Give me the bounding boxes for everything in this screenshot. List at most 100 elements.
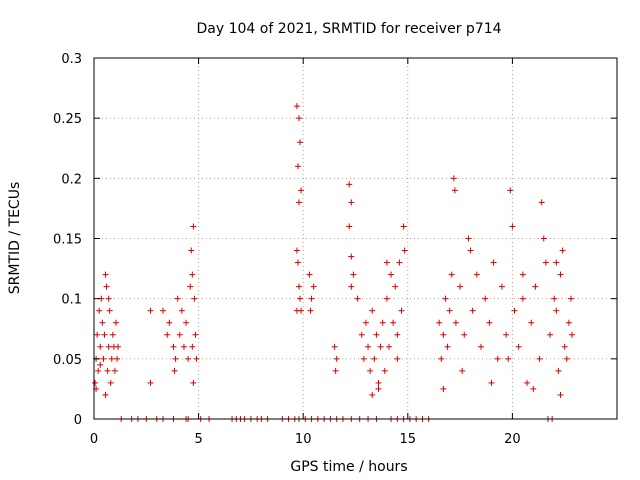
data-point	[507, 187, 514, 194]
data-point	[102, 271, 109, 278]
data-point	[147, 379, 154, 386]
data-point	[371, 355, 378, 362]
x-tick-label: 15	[400, 432, 417, 447]
data-point	[438, 355, 445, 362]
data-point	[96, 307, 103, 314]
data-point	[369, 391, 376, 398]
y-axis-label: SRMTID / TECUs	[7, 182, 23, 295]
data-point	[190, 379, 197, 386]
data-point	[180, 343, 187, 350]
data-point	[97, 361, 104, 368]
data-points	[92, 103, 576, 422]
y-tick-label: 0.1	[61, 293, 82, 308]
x-axis-label: GPS time / hours	[290, 459, 407, 475]
data-point	[160, 307, 167, 314]
data-point	[92, 379, 99, 386]
data-point	[369, 307, 376, 314]
data-point	[400, 223, 407, 230]
chart-title: Day 104 of 2021, SRMTID for receiver p71…	[196, 21, 501, 37]
data-point	[104, 367, 111, 374]
data-point	[561, 343, 568, 350]
x-tick-label: 10	[295, 432, 312, 447]
data-point	[563, 355, 570, 362]
data-point	[519, 295, 526, 302]
data-point	[354, 295, 361, 302]
data-point	[294, 259, 301, 266]
data-point	[536, 355, 543, 362]
data-point	[108, 355, 115, 362]
data-point	[106, 307, 113, 314]
axis-ticks	[93, 57, 617, 420]
data-point	[111, 367, 118, 374]
data-point	[457, 283, 464, 290]
data-point	[503, 331, 510, 338]
data-point	[348, 283, 355, 290]
data-point	[190, 223, 197, 230]
data-point	[331, 343, 338, 350]
data-point	[547, 331, 554, 338]
data-point	[388, 271, 395, 278]
data-point	[166, 319, 173, 326]
data-point	[298, 187, 305, 194]
data-point	[189, 271, 196, 278]
data-point	[193, 355, 200, 362]
data-point	[109, 331, 116, 338]
data-point	[442, 295, 449, 302]
data-point	[103, 283, 110, 290]
data-point	[171, 367, 178, 374]
data-point	[94, 331, 101, 338]
data-point	[511, 307, 518, 314]
data-point	[515, 343, 522, 350]
data-point	[444, 343, 451, 350]
data-point	[101, 331, 108, 338]
data-point	[297, 139, 304, 146]
data-point	[183, 319, 190, 326]
data-point	[505, 355, 512, 362]
x-tick-label: 0	[90, 432, 98, 447]
data-point	[467, 247, 474, 254]
data-point	[396, 259, 403, 266]
data-point	[373, 331, 380, 338]
data-point	[436, 319, 443, 326]
data-point	[567, 295, 574, 302]
data-point	[296, 199, 303, 206]
data-point	[459, 367, 466, 374]
data-point	[174, 295, 181, 302]
data-point	[559, 247, 566, 254]
data-point	[100, 355, 107, 362]
data-point	[377, 343, 384, 350]
data-point	[294, 163, 301, 170]
data-point	[114, 355, 121, 362]
data-point	[486, 319, 493, 326]
data-point	[332, 367, 339, 374]
tick-labels: 0 5 10 15 20 0 0.05 0.1 0.15 0.2 0.25 0.3	[53, 52, 521, 447]
data-point	[147, 307, 154, 314]
data-point	[293, 307, 300, 314]
data-point	[164, 331, 171, 338]
data-point	[553, 259, 560, 266]
data-point	[383, 295, 390, 302]
data-point	[99, 319, 106, 326]
x-tick-label: 5	[194, 432, 202, 447]
data-point	[348, 253, 355, 260]
data-point	[381, 367, 388, 374]
data-point	[170, 343, 177, 350]
data-point	[178, 307, 185, 314]
data-point	[362, 319, 369, 326]
data-point	[542, 259, 549, 266]
data-point	[538, 199, 545, 206]
data-point	[105, 295, 112, 302]
data-point	[189, 343, 196, 350]
data-point	[448, 271, 455, 278]
data-point	[297, 295, 304, 302]
data-point	[469, 307, 476, 314]
data-point	[494, 355, 501, 362]
data-point	[293, 103, 300, 110]
data-point	[390, 319, 397, 326]
data-point	[95, 367, 102, 374]
data-point	[401, 247, 408, 254]
data-point	[440, 385, 447, 392]
data-point	[188, 247, 195, 254]
data-point	[450, 175, 457, 182]
